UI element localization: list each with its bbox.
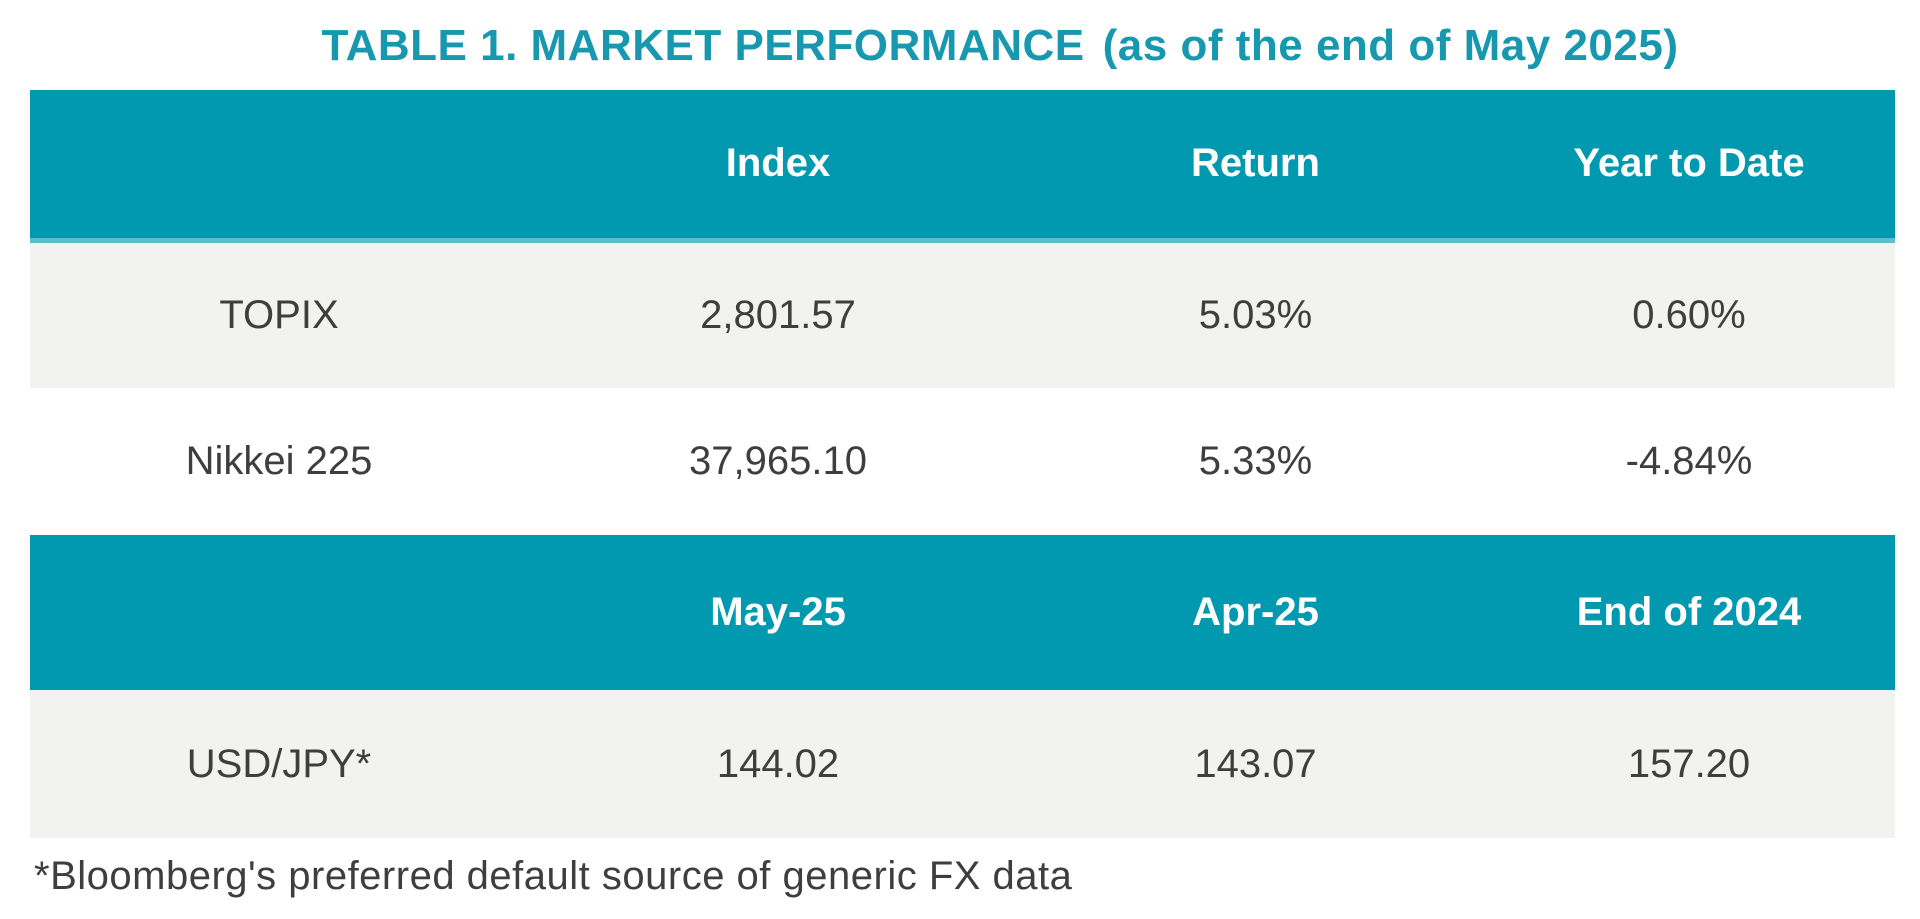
row-label-topix: TOPIX <box>30 240 528 388</box>
nikkei-ytd-value: -4.84% <box>1483 388 1895 535</box>
nikkei-return-value: 5.33% <box>1028 388 1483 535</box>
table-row-nikkei: Nikkei 225 37,965.10 5.33% -4.84% <box>30 388 1895 535</box>
header-end-of-2024: End of 2024 <box>1483 535 1895 690</box>
header-year-to-date: Year to Date <box>1483 90 1895 243</box>
header-return: Return <box>1028 90 1483 243</box>
header-may-25: May-25 <box>528 535 1028 690</box>
table-title: TABLE 1. MARKET PERFORMANCE (as of the en… <box>40 0 1920 74</box>
row-label-nikkei: Nikkei 225 <box>30 388 528 535</box>
topix-ytd-value: 0.60% <box>1483 240 1895 388</box>
table-title-suffix: (as of the end of May 2025) <box>1102 21 1679 70</box>
topix-index-value: 2,801.57 <box>528 240 1028 388</box>
footnote: *Bloomberg's preferred default source of… <box>34 854 1073 898</box>
table-row-topix: TOPIX 2,801.57 5.03% 0.60% <box>30 240 1895 388</box>
header-blank-2 <box>30 535 528 690</box>
table-row-usdjpy: USD/JPY* 144.02 143.07 157.20 <box>30 690 1895 838</box>
row-label-usdjpy: USD/JPY* <box>30 690 528 838</box>
usdjpy-apr-value: 143.07 <box>1028 690 1483 838</box>
header-apr-25: Apr-25 <box>1028 535 1483 690</box>
fx-header-row: May-25 Apr-25 End of 2024 <box>30 535 1895 690</box>
header-blank-1 <box>30 90 528 243</box>
usdjpy-end2024-value: 157.20 <box>1483 690 1895 838</box>
usdjpy-may-value: 144.02 <box>528 690 1028 838</box>
table-title-main: TABLE 1. MARKET PERFORMANCE <box>321 21 1085 70</box>
nikkei-index-value: 37,965.10 <box>528 388 1028 535</box>
topix-return-value: 5.03% <box>1028 240 1483 388</box>
index-header-row: Index Return Year to Date <box>30 90 1895 243</box>
header-index: Index <box>528 90 1028 243</box>
market-performance-table: Index Return Year to Date TOPIX 2,801.57… <box>30 90 1895 838</box>
